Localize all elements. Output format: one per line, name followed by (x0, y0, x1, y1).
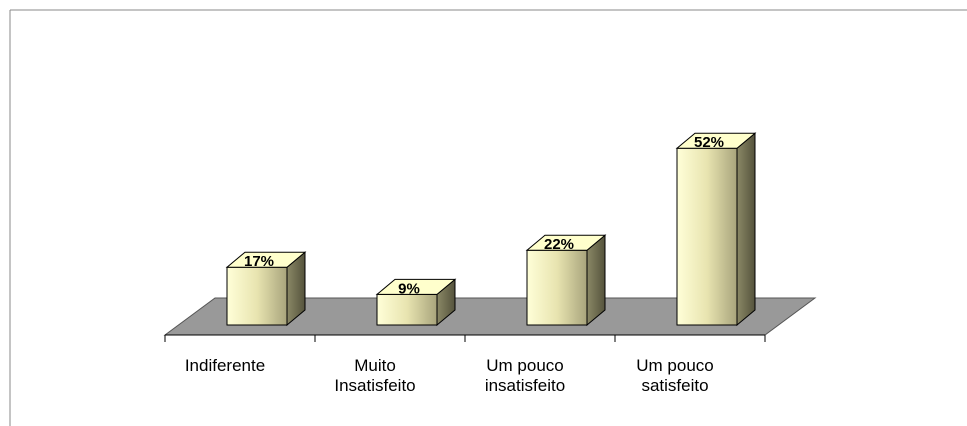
bar-front (526, 249, 588, 326)
bar (525, 234, 607, 327)
x-tick-label: Um pouco insatisfeito (484, 356, 566, 395)
x-tick-label: Indiferente (184, 356, 266, 375)
bar-side (586, 234, 606, 327)
value-label: 9% (398, 280, 420, 297)
x-tick-label: Muito Insatisfeito (334, 356, 416, 395)
bar-top (675, 132, 757, 149)
bar (225, 251, 307, 327)
value-label: 17% (244, 253, 274, 270)
bar-side (736, 132, 756, 327)
bar (675, 132, 757, 327)
value-label: 52% (694, 134, 724, 151)
x-tick-label: Um pouco satisfeito (636, 356, 714, 395)
bar-top (375, 278, 457, 295)
bar-top (225, 251, 307, 268)
value-label: 22% (544, 236, 574, 253)
bar-front (376, 293, 438, 326)
bar-top (525, 234, 607, 251)
bar (375, 278, 457, 327)
bar-front (226, 266, 288, 326)
bar-front (676, 147, 738, 326)
